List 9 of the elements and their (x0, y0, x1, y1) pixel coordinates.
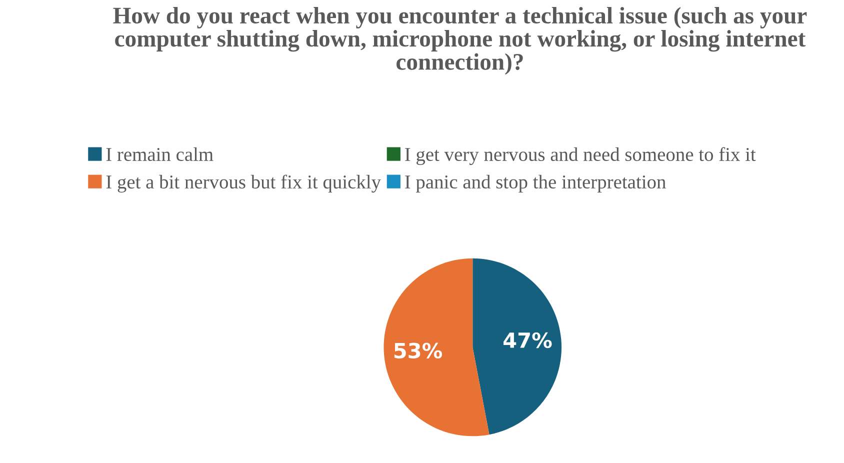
legend-label: I get a bit nervous but fix it quickly (106, 174, 381, 193)
legend-label: I get very nervous and need someone to fix it (405, 147, 756, 166)
chart-title: How do you react when you encounter a technical issue (such as your computer shutting down, microphone not working, or losing internet connection)? (113, 6, 807, 75)
legend-label: I panic and stop the interpretation (405, 174, 666, 192)
pie-slice (384, 258, 490, 436)
pie-slice (472, 258, 562, 435)
legend-label: I remain calm (106, 147, 214, 162)
data-label: 47% (504, 332, 552, 348)
data-label: 53% (394, 342, 442, 358)
